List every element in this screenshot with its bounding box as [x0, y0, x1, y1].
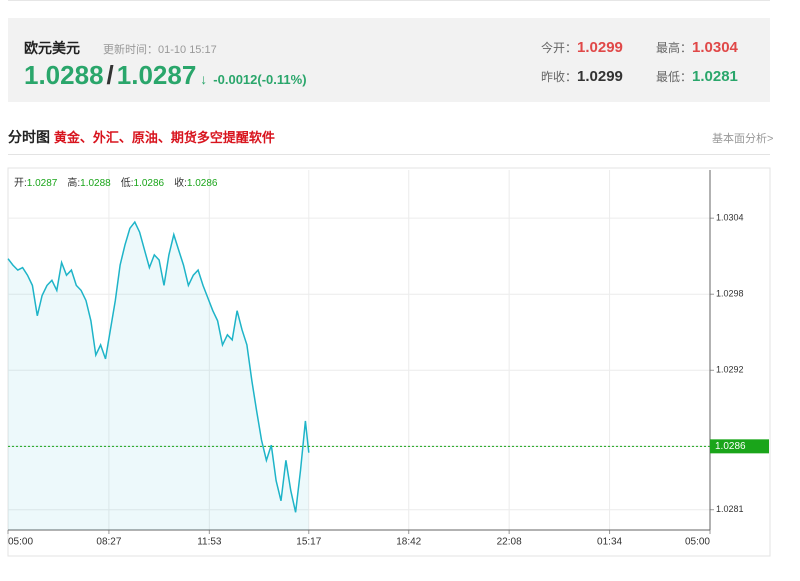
info-item: 开:1.0287: [14, 178, 58, 189]
last-price-box: [710, 439, 769, 454]
open-row: 今开：1.0299: [541, 39, 623, 56]
info-label: 高:: [67, 176, 80, 189]
separator: /: [106, 60, 114, 90]
price-line: [7, 220, 310, 513]
info-label: 收:: [174, 176, 187, 189]
x-tick-label: 11:53: [197, 537, 222, 548]
section-title-text: 分时图: [8, 129, 50, 145]
update-label-text: 更新时间：: [103, 44, 158, 56]
info-item: 收:1.0286: [174, 176, 218, 189]
section-divider: [8, 154, 770, 155]
low-value: 1.0281: [692, 68, 738, 85]
low-label: 最低：: [656, 70, 693, 84]
x-tick-label: 18:42: [396, 537, 421, 548]
y-tick-label: 1.0292: [716, 365, 744, 375]
update-time: 01-10 15:17: [158, 44, 217, 56]
x-tick-label: 08:27: [96, 537, 121, 548]
x-tick-label: 05:00: [685, 537, 710, 548]
chart-frame: [7, 167, 771, 557]
top-border: [8, 0, 770, 1]
ask: 1.0287: [116, 60, 197, 90]
section-title: 分时图 黄金、外汇、原油、期货多空提醒软件: [8, 127, 275, 147]
info-value: 1.0288: [80, 178, 111, 189]
x-tick-label: 01:34: [597, 537, 622, 548]
high-label: 最高：: [656, 41, 693, 55]
y-tick-label: 1.0281: [716, 504, 744, 514]
quote-panel: [8, 18, 770, 102]
change: -0.0012(-0.11%): [213, 72, 307, 87]
prev-value: 1.0299: [577, 68, 623, 85]
info-value: 1.0287: [27, 178, 58, 189]
pair-title: 欧元美元: [24, 40, 80, 56]
price-line: 1.0288/1.0287 ↓ -0.0012(-0.11%): [24, 60, 307, 91]
open-value: 1.0299: [577, 39, 623, 56]
info-label: 低:: [121, 176, 134, 189]
promo-link[interactable]: 黄金、外汇、原油、期货多空提醒软件: [53, 130, 275, 145]
info-label: 开:: [14, 178, 27, 189]
area: [8, 222, 309, 530]
info-item: 低:1.0286: [121, 176, 165, 189]
open-label: 今开：: [541, 41, 578, 55]
y-tick-label: 1.0304: [716, 213, 744, 223]
low-row: 最低：1.0281: [656, 68, 738, 85]
fundamental-link[interactable]: 基本面分析>: [712, 133, 774, 145]
y-tick-label: 1.0298: [716, 289, 744, 299]
arrow: ↓: [200, 71, 208, 87]
update-label: 更新时间：01-10 15:17: [103, 41, 217, 57]
high-row: 最高：1.0304: [656, 39, 738, 56]
x-tick-label: 22:08: [497, 537, 522, 548]
info-item: 高:1.0288: [67, 176, 111, 189]
x-tick-label: 15:17: [296, 537, 321, 548]
last-price-label: 1.0286: [715, 441, 746, 452]
prev-row: 昨收：1.0299: [541, 68, 623, 85]
info-value: 1.0286: [134, 178, 165, 189]
high-value: 1.0304: [692, 39, 738, 56]
prev-label: 昨收：: [541, 70, 578, 84]
x-tick-label: 05:00: [8, 537, 33, 548]
info-value: 1.0286: [187, 178, 218, 189]
bid: 1.0288: [24, 60, 104, 90]
